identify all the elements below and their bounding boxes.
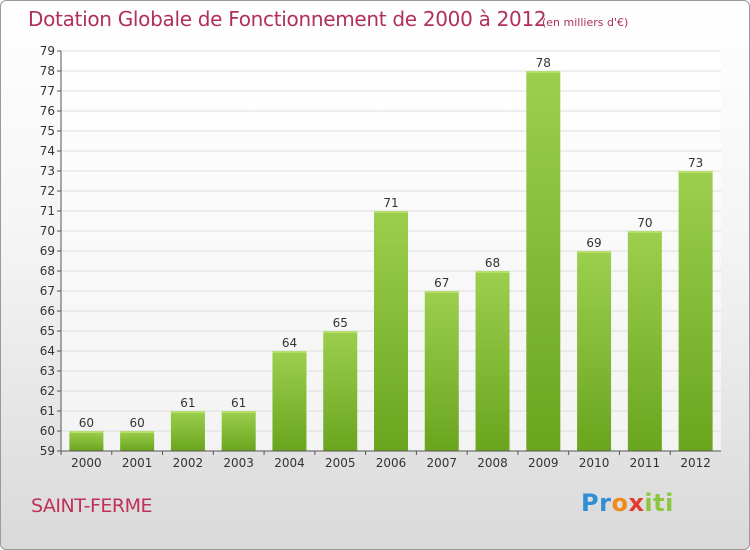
- bar-highlight: [69, 431, 104, 433]
- data-label: 71: [383, 196, 398, 210]
- chart-title: Dotation Globale de Fonctionnement de 20…: [28, 7, 547, 31]
- y-tick-label: 77: [40, 84, 55, 98]
- bar: [374, 211, 408, 451]
- y-tick-label: 63: [40, 364, 55, 378]
- commune-name: SAINT-FERME: [31, 495, 152, 517]
- logo-part-2: o: [611, 489, 629, 517]
- x-tick-label: 2008: [477, 456, 508, 470]
- x-tick-label: 2009: [528, 456, 559, 470]
- bars: [69, 71, 713, 451]
- data-label: 69: [586, 236, 601, 250]
- y-tick-label: 71: [40, 204, 55, 218]
- bar-highlight: [475, 271, 510, 273]
- bar: [577, 251, 612, 451]
- x-tick-label: 2007: [426, 456, 457, 470]
- y-tick-label: 60: [40, 424, 55, 438]
- y-tick-label: 74: [40, 144, 55, 158]
- bar-highlight: [678, 171, 713, 173]
- data-label: 65: [333, 316, 348, 330]
- x-tick-label: 2005: [325, 456, 356, 470]
- chart-subtitle: (en milliers d'€): [542, 16, 629, 29]
- y-tick-label: 61: [40, 404, 55, 418]
- bar-highlight: [374, 211, 408, 213]
- bar-highlight: [526, 71, 561, 73]
- logo-part-4: iti: [644, 489, 674, 517]
- y-tick-label: 75: [40, 124, 55, 138]
- y-tick-label: 79: [40, 44, 55, 58]
- bar: [323, 331, 358, 451]
- x-tick-label: 2011: [630, 456, 661, 470]
- bar-highlight: [424, 291, 459, 293]
- x-axis-ticks: 2000 2001 2002 2003 2004 2005 2006 2007 2008 2009…: [60, 451, 711, 470]
- y-tick-label: 62: [40, 384, 55, 398]
- data-labels: 60 60 61 61 64 65 71 67 68 78 69 70 73: [79, 56, 704, 430]
- logo-part-3: x: [628, 489, 645, 517]
- bar: [526, 71, 561, 451]
- y-tick-label: 67: [40, 284, 55, 298]
- bar-highlight: [272, 351, 307, 353]
- bar: [69, 431, 104, 451]
- bar: [221, 411, 256, 451]
- data-label: 61: [231, 396, 246, 410]
- data-label: 60: [130, 416, 145, 430]
- x-tick-label: 2006: [376, 456, 407, 470]
- bar-highlight: [627, 231, 662, 233]
- y-tick-label: 70: [40, 224, 55, 238]
- bar: [678, 171, 713, 451]
- x-tick-label: 2002: [173, 456, 204, 470]
- bar: [475, 271, 510, 451]
- y-tick-label: 73: [40, 164, 55, 178]
- data-label: 68: [485, 256, 500, 270]
- data-label: 64: [282, 336, 297, 350]
- x-tick-label: 2010: [579, 456, 610, 470]
- logo-part-1: Pr: [581, 489, 612, 517]
- bar-highlight: [170, 411, 205, 413]
- bar-highlight: [120, 431, 155, 433]
- bar: [120, 431, 155, 451]
- proxiti-logo[interactable]: Proxiti: [581, 489, 674, 517]
- y-tick-label: 69: [40, 244, 55, 258]
- bar: [170, 411, 205, 451]
- data-label: 61: [180, 396, 195, 410]
- x-tick-label: 2012: [680, 456, 711, 470]
- bar-highlight: [577, 251, 612, 253]
- y-axis-ticks: 59 60 61 62 63 64 65 66 67 68 69 70 71 72 73 74 75 76 77 78…: [40, 44, 61, 458]
- data-label: 67: [434, 276, 449, 290]
- x-tick-label: 2001: [122, 456, 153, 470]
- x-tick-label: 2003: [223, 456, 254, 470]
- y-tick-label: 66: [40, 304, 55, 318]
- x-tick-label: 2000: [71, 456, 102, 470]
- bar-highlight: [323, 331, 358, 333]
- bar-highlight: [221, 411, 256, 413]
- y-tick-label: 72: [40, 184, 55, 198]
- bar: [627, 231, 662, 451]
- x-tick-label: 2004: [274, 456, 305, 470]
- bar: [424, 291, 459, 451]
- y-tick-label: 78: [40, 64, 55, 78]
- y-tick-label: 64: [40, 344, 55, 358]
- bar: [272, 351, 307, 451]
- y-tick-label: 68: [40, 264, 55, 278]
- data-label: 73: [688, 156, 703, 170]
- data-label: 78: [536, 56, 551, 70]
- data-label: 60: [79, 416, 94, 430]
- data-label: 70: [637, 216, 652, 230]
- y-tick-label: 76: [40, 104, 55, 118]
- y-tick-label: 65: [40, 324, 55, 338]
- y-tick-label: 59: [40, 444, 55, 458]
